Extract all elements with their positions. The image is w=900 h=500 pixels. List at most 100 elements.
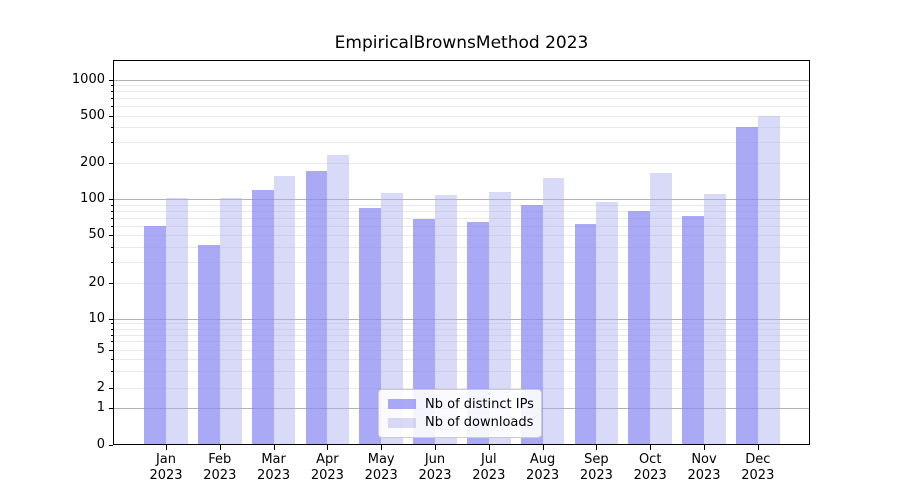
minor-gridline <box>114 217 809 219</box>
year-label: 2023 <box>364 468 398 483</box>
bar-dec-distinct-ips <box>735 127 758 444</box>
plot-area: Nb of distinct IPs Nb of downloads <box>113 60 810 445</box>
bar-aug-downloads <box>542 178 565 444</box>
y-tick-mark <box>109 163 113 165</box>
bar-apr-distinct-ips <box>305 171 328 444</box>
month-label: Jul <box>480 452 497 467</box>
y-tick-label: 0 <box>96 437 105 452</box>
legend-item: Nb of downloads <box>388 415 534 431</box>
y-minor-tick-mark <box>111 127 113 129</box>
year-label: 2023 <box>472 468 506 483</box>
major-gridline <box>114 199 809 201</box>
x-tick-label-feb: Feb 2023 <box>188 452 252 484</box>
y-minor-tick-mark <box>111 142 113 144</box>
x-tick-label-jun: Jun 2023 <box>403 452 467 484</box>
minor-gridline <box>114 246 809 248</box>
y-tick-mark <box>109 387 113 389</box>
y-minor-tick-mark <box>111 217 113 219</box>
bar-may-distinct-ips <box>359 208 382 444</box>
month-label: May <box>367 452 395 467</box>
month-label: Nov <box>691 452 717 467</box>
year-label: 2023 <box>741 468 775 483</box>
bar-nov-distinct-ips <box>682 215 704 444</box>
y-tick-mark <box>109 199 113 201</box>
minor-gridline <box>114 142 809 144</box>
x-tick-mark <box>704 445 705 450</box>
bar-dec-downloads <box>757 115 780 444</box>
year-label: 2023 <box>257 468 291 483</box>
legend: Nb of distinct IPs Nb of downloads <box>378 389 542 438</box>
y-minor-tick-mark <box>111 341 113 343</box>
minor-gridline <box>114 334 809 336</box>
y-minor-tick-mark <box>111 334 113 336</box>
bar-jan-distinct-ips <box>144 225 166 444</box>
y-tick-mark <box>109 445 113 446</box>
y-minor-tick-mark <box>111 106 113 108</box>
y-tick-label: 500 <box>80 107 105 123</box>
y-tick-label: 1 <box>96 400 105 415</box>
minor-gridline <box>114 106 809 108</box>
minor-gridline <box>114 85 809 87</box>
minor-gridline <box>114 210 809 212</box>
month-label: Aug <box>529 452 556 467</box>
bar-sep-distinct-ips <box>574 224 597 444</box>
legend-swatch-downloads <box>388 417 416 428</box>
y-minor-tick-mark <box>111 323 113 325</box>
x-tick-mark <box>166 445 167 450</box>
x-tick-mark <box>488 445 490 450</box>
y-minor-tick-mark <box>111 358 113 360</box>
x-tick-label-apr: Apr 2023 <box>295 452 359 484</box>
y-tick-mark <box>109 349 113 351</box>
minor-gridline <box>114 204 809 206</box>
year-label: 2023 <box>149 468 183 483</box>
minor-gridline <box>114 323 809 325</box>
major-gridline <box>114 79 809 81</box>
minor-gridline <box>114 358 809 360</box>
legend-item: Nb of distinct IPs <box>388 396 534 412</box>
legend-label: Nb of distinct IPs <box>425 396 534 412</box>
y-minor-tick-mark <box>111 91 113 93</box>
y-tick-mark <box>109 408 113 409</box>
minor-gridline <box>114 91 809 93</box>
y-tick-label: 5 <box>96 341 105 357</box>
legend-label: Nb of downloads <box>425 415 534 431</box>
minor-gridline <box>114 98 809 100</box>
x-tick-mark <box>650 445 652 450</box>
month-label: Jun <box>424 452 446 467</box>
bar-feb-distinct-ips <box>197 245 220 444</box>
y-minor-tick-mark <box>111 261 113 263</box>
x-tick-label-nov: Nov 2023 <box>672 452 736 484</box>
x-tick-label-oct: Oct 2023 <box>618 452 682 484</box>
x-tick-label-may: May 2023 <box>349 452 413 484</box>
minor-gridline <box>114 127 809 129</box>
year-label: 2023 <box>687 468 721 483</box>
y-tick-label: 2 <box>96 379 105 395</box>
minor-gridline <box>114 225 809 227</box>
y-minor-tick-mark <box>111 98 113 100</box>
x-tick-mark <box>596 445 598 450</box>
year-label: 2023 <box>203 468 237 483</box>
y-minor-tick-mark <box>111 85 113 87</box>
y-minor-tick-mark <box>111 246 113 248</box>
y-minor-tick-mark <box>111 328 113 330</box>
year-label: 2023 <box>310 468 344 483</box>
x-tick-mark <box>381 445 383 450</box>
year-label: 2023 <box>526 468 560 483</box>
y-tick-label: 100 <box>80 191 105 207</box>
x-tick-mark <box>273 445 275 450</box>
y-tick-label: 50 <box>88 227 105 243</box>
y-tick-mark <box>109 115 113 117</box>
x-tick-mark <box>435 445 436 450</box>
bar-mar-downloads <box>273 175 296 444</box>
month-label: Sep <box>584 452 609 467</box>
y-tick-label: 10 <box>88 310 105 326</box>
y-minor-tick-mark <box>111 204 113 206</box>
y-tick-mark <box>109 235 113 237</box>
y-tick-label: 1000 <box>71 71 105 87</box>
month-label: Oct <box>638 452 662 467</box>
bar-sep-downloads <box>596 202 619 444</box>
minor-gridline <box>114 387 809 389</box>
minor-gridline <box>114 341 809 343</box>
x-tick-label-mar: Mar 2023 <box>242 452 306 484</box>
